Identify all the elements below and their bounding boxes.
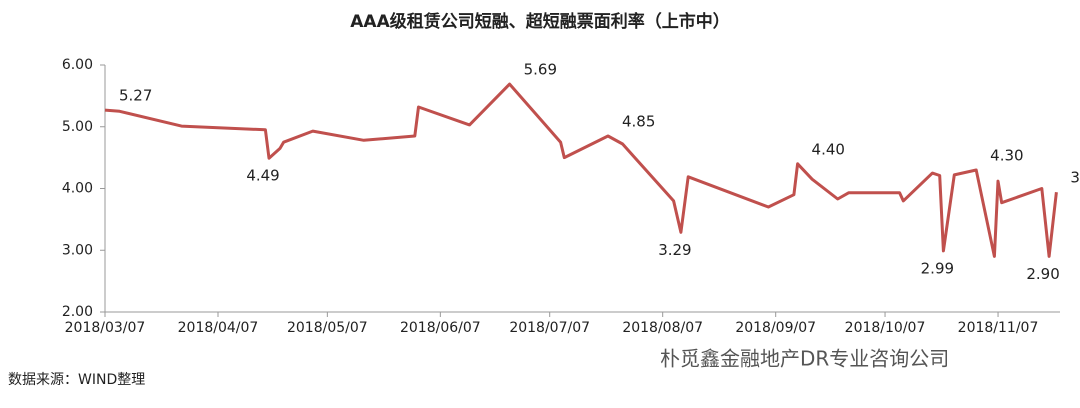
y-tick-label: 2.00 [62, 304, 93, 320]
line [104, 82, 1058, 258]
data-label: 5.27 [119, 87, 152, 105]
x-tick-label: 2018/08/07 [622, 320, 703, 336]
x-tick-label: 2018/05/07 [287, 320, 368, 336]
x-tick-label: 2018/11/07 [958, 320, 1039, 336]
watermark: 朴觅鑫金融地产DR专业咨询公司 [660, 347, 949, 371]
data-label: 4.30 [990, 146, 1023, 164]
x-tick-label: 2018/06/07 [400, 320, 481, 336]
y-tick-label: 3.00 [62, 242, 93, 258]
data-label: 4.85 [622, 113, 655, 131]
y-tick-label: 6.00 [62, 57, 93, 73]
data-label: 2.99 [921, 259, 954, 277]
data-label: 4.40 [812, 140, 845, 158]
data-label: 2.90 [1026, 265, 1059, 283]
chart-title: AAA级租赁公司短融、超短融票面利率（上市中） [350, 11, 729, 32]
data-label: 3.29 [658, 241, 691, 259]
data-label: 5.69 [524, 61, 557, 79]
x-tick-label: 2018/04/07 [178, 320, 259, 336]
data-label: 3.94 [1070, 169, 1080, 187]
x-tick-label: 2018/10/07 [845, 320, 926, 336]
data-label: 4.49 [246, 167, 279, 185]
y-tick-label: 4.00 [62, 181, 93, 197]
x-tick-label: 2018/07/07 [509, 320, 590, 336]
y-tick-label: 5.00 [62, 119, 93, 135]
x-tick-label: 2018/03/07 [65, 320, 146, 336]
x-tick-label: 2018/09/07 [735, 320, 816, 336]
source-note: 数据来源：WIND整理 [8, 372, 145, 388]
